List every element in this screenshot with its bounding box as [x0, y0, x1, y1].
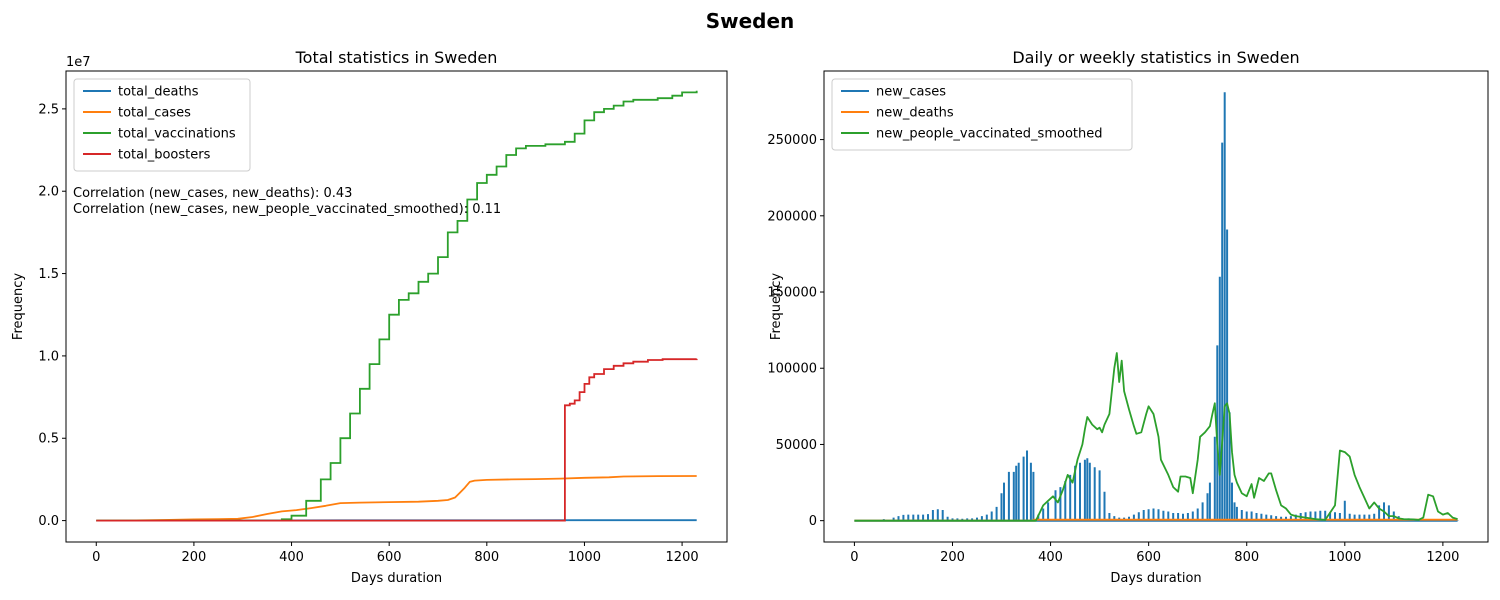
legend-box — [73, 78, 251, 172]
y-tick-label: 2.5 — [38, 102, 59, 117]
correlation-annotation: Correlation (new_cases, new_people_vacci… — [73, 202, 501, 217]
x-tick-label: 600 — [1136, 550, 1161, 565]
x-axis-label: Days duration — [1110, 571, 1201, 586]
x-tick-label: 1000 — [1328, 550, 1361, 565]
daily-statistics-chart: 0 200 400 600 800 1000 1200 0 50000 100000 150000 2… — [767, 48, 1489, 586]
y-tick-label: 0.0 — [38, 514, 59, 529]
y-tick-label: 150000 — [767, 286, 817, 301]
y-tick-label: 0 — [809, 514, 817, 529]
series-new-people-vaccinated-smoothed — [854, 352, 1458, 522]
series-total-vaccinations — [96, 90, 698, 522]
legend-entry: new_cases — [876, 85, 946, 100]
y-axis-label: Frequency — [11, 273, 26, 340]
y-tick-label: 250000 — [767, 133, 817, 148]
axes-frame — [823, 70, 1489, 543]
x-tick-label: 600 — [377, 550, 402, 565]
y-tick-label: 1.5 — [38, 267, 59, 282]
legend: total_deaths total_cases total_vaccination… — [73, 78, 251, 172]
x-tick-label: 400 — [1038, 550, 1063, 565]
x-tick-label: 400 — [279, 550, 304, 565]
y-tick-label: 0.5 — [38, 432, 59, 447]
y-offset-label: 1e7 — [66, 55, 91, 70]
chart-title: Daily or weekly statistics in Sweden — [1012, 48, 1299, 67]
x-tick-label: 800 — [474, 550, 499, 565]
legend-box — [831, 78, 1133, 151]
legend: new_cases new_deaths new_people_vaccinated… — [831, 78, 1133, 151]
series-total-cases — [96, 475, 697, 522]
x-axis-label: Days duration — [351, 571, 442, 586]
legend-entry: total_boosters — [118, 148, 211, 163]
legend-entry: total_deaths — [118, 85, 199, 100]
figure-title: Sweden — [706, 9, 795, 33]
y-tick-label: 2.0 — [38, 185, 59, 200]
legend-entry: new_people_vaccinated_smoothed — [876, 127, 1102, 142]
axes-frame — [65, 70, 728, 543]
x-tick-label: 200 — [940, 550, 965, 565]
x-tick-label: 0 — [92, 550, 100, 565]
legend-entry: total_vaccinations — [118, 127, 236, 142]
x-tick-label: 800 — [1234, 550, 1259, 565]
x-tick-label: 0 — [850, 550, 858, 565]
y-tick-label: 1.0 — [38, 349, 59, 364]
x-tick-label: 1200 — [1426, 550, 1459, 565]
y-tick-label: 200000 — [767, 209, 817, 224]
y-tick-label: 50000 — [776, 438, 817, 453]
x-tick-label: 1200 — [666, 550, 699, 565]
x-tick-label: 200 — [181, 550, 206, 565]
legend-entry: new_deaths — [876, 106, 954, 121]
x-tick-label: 1000 — [568, 550, 601, 565]
total-statistics-chart: 0 200 400 600 800 1000 1200 0.0 0.5 1.0 1.5 2.0 2.5 1… — [11, 48, 728, 586]
series-total-boosters — [96, 358, 698, 522]
legend-entry: total_cases — [118, 106, 191, 121]
y-tick-label: 100000 — [767, 362, 817, 377]
chart-title: Total statistics in Sweden — [295, 48, 498, 67]
y-axis-label: Frequency — [769, 273, 784, 340]
correlation-annotation: Correlation (new_cases, new_deaths): 0.4… — [73, 186, 352, 201]
